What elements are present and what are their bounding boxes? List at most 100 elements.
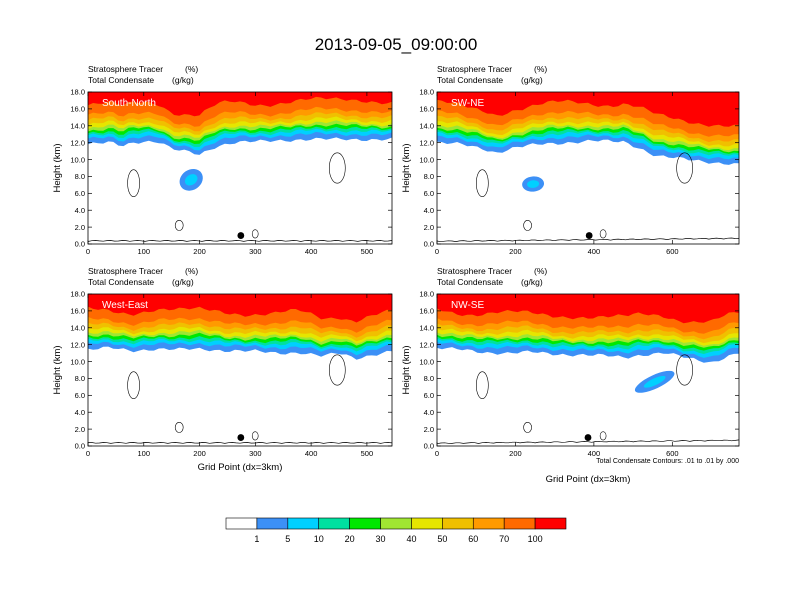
panel-sw-ne: SW-NE Stratosphere Tracer (%) Total Condens…	[401, 64, 740, 256]
y-tick-label: 0.0	[424, 240, 434, 249]
subtitle-condensate-unit: (g/kg)	[172, 277, 194, 287]
y-tick-label: 12.0	[70, 340, 85, 349]
colorbar-swatch	[442, 517, 474, 530]
x-tick-label: 500	[361, 247, 374, 256]
y-tick-label: 14.0	[419, 323, 434, 332]
terrain-line	[88, 442, 392, 445]
x-axis-label: Grid Point (dx=3km)	[546, 474, 631, 485]
condensate-contour	[676, 354, 693, 386]
y-axis-label: Height (km)	[52, 143, 63, 192]
subtitle-condensate-unit: (g/kg)	[521, 277, 543, 287]
colorbar-swatch	[287, 517, 320, 530]
x-tick-label: 100	[138, 247, 151, 256]
plot-frame	[87, 293, 393, 447]
condensate-contour-note: Total Condensate Contours: .01 to .01 by…	[596, 458, 739, 465]
x-tick-label: 400	[588, 449, 601, 458]
x-tick-label: 600	[666, 449, 679, 458]
panel-nw-se: NW-SE Stratosphere Tracer (%) Total Condens…	[401, 266, 740, 485]
panel-label: West-East	[102, 300, 148, 311]
y-tick-label: 14.0	[70, 323, 85, 332]
y-tick-label: 6.0	[75, 189, 85, 198]
terrain-line	[437, 237, 739, 243]
y-tick-label: 8.0	[75, 172, 85, 181]
condensate-contour	[328, 354, 346, 386]
y-tick-label: 10.0	[70, 155, 85, 164]
plot-frame	[87, 91, 393, 245]
colorbar-swatch	[349, 517, 381, 530]
y-tick-label: 16.0	[70, 105, 85, 114]
condensate-contour	[676, 152, 693, 184]
y-tick-label: 2.0	[424, 425, 434, 434]
colorbar-swatch	[472, 517, 505, 530]
subtitle-condensate: Total Condensate	[437, 277, 503, 287]
subtitle-tracer-unit: (%)	[185, 266, 198, 276]
x-tick-label: 0	[86, 449, 90, 458]
y-tick-label: 16.0	[419, 307, 434, 316]
y-tick-label: 2.0	[424, 223, 434, 232]
figure-title: 2013-09-05_09:00:00	[315, 35, 478, 54]
tracer-band-10	[88, 294, 392, 323]
y-tick-label: 10.0	[419, 357, 434, 366]
y-tick-label: 14.0	[419, 121, 434, 130]
y-tick-label: 4.0	[424, 206, 434, 215]
condensate-contour	[127, 371, 140, 400]
x-axis-label: Grid Point (dx=3km)	[198, 462, 283, 473]
colorbar-label: 20	[345, 534, 355, 544]
colorbar-swatch	[380, 517, 412, 530]
panel-west-east: West-East Stratosphere Tracer (%) Total Con…	[52, 266, 393, 473]
condensate-contour	[251, 229, 259, 239]
condensate-contour	[523, 422, 532, 433]
tracer-plume-core	[184, 174, 198, 186]
condensate-contour	[599, 229, 607, 239]
panels-group: South-North Stratosphere Tracer (%) Total C…	[52, 64, 740, 485]
x-tick-label: 0	[435, 449, 439, 458]
x-tick-label: 200	[193, 247, 206, 256]
y-axis-label: Height (km)	[52, 345, 63, 394]
panel-label: SW-NE	[451, 98, 484, 109]
condensate-contour	[251, 431, 259, 441]
subtitle-condensate: Total Condensate	[88, 277, 154, 287]
plot-frame	[436, 293, 740, 447]
location-marker	[237, 232, 245, 239]
y-tick-label: 12.0	[70, 138, 85, 147]
y-tick-label: 8.0	[75, 374, 85, 383]
colorbar-label: 50	[437, 534, 447, 544]
colorbar-swatch	[411, 517, 443, 530]
y-tick-label: 0.0	[75, 240, 85, 249]
tracer-plume-core	[643, 375, 666, 388]
x-tick-label: 400	[305, 247, 318, 256]
x-tick-label: 0	[86, 247, 90, 256]
x-tick-label: 300	[249, 449, 262, 458]
panel-label: NW-SE	[451, 300, 484, 311]
subtitle-tracer-unit: (%)	[534, 64, 547, 74]
subtitle-condensate-unit: (g/kg)	[521, 75, 543, 85]
x-tick-label: 600	[666, 247, 679, 256]
condensate-contour	[599, 431, 607, 441]
colorbar-label: 60	[468, 534, 478, 544]
condensate-contour	[475, 169, 489, 198]
x-tick-label: 200	[509, 247, 522, 256]
x-tick-label: 200	[193, 449, 206, 458]
x-tick-label: 300	[249, 247, 262, 256]
tracer-field	[437, 294, 739, 445]
y-tick-label: 6.0	[424, 189, 434, 198]
colorbar-label: 40	[406, 534, 416, 544]
tracer-band-10	[88, 92, 392, 117]
location-marker	[585, 232, 593, 239]
y-tick-label: 2.0	[75, 223, 85, 232]
y-tick-label: 4.0	[424, 408, 434, 417]
location-marker	[584, 434, 592, 441]
condensate-contour	[174, 220, 184, 231]
colorbar-swatch	[256, 517, 289, 530]
condensate-contour	[127, 169, 140, 198]
y-tick-label: 2.0	[75, 425, 85, 434]
colorbar-swatch	[534, 517, 567, 530]
y-tick-label: 4.0	[75, 408, 85, 417]
y-tick-label: 16.0	[70, 307, 85, 316]
y-tick-label: 10.0	[419, 155, 434, 164]
subtitle-tracer: Stratosphere Tracer	[437, 64, 512, 74]
tracer-band-10	[437, 92, 739, 127]
colorbar-label: 30	[376, 534, 386, 544]
y-tick-label: 10.0	[70, 357, 85, 366]
